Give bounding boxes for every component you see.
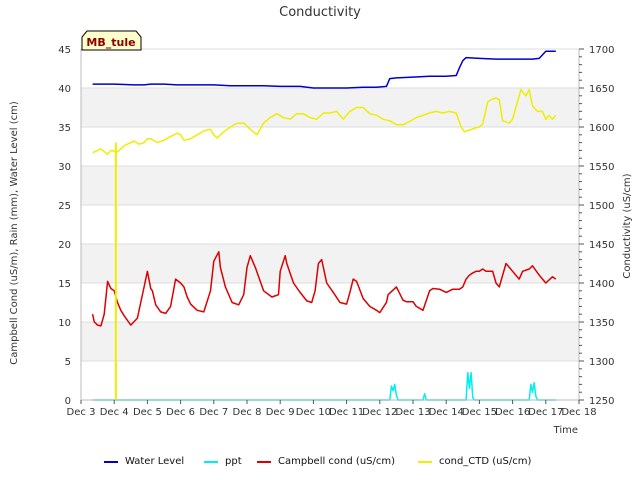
x-tick-label: Dec 5 [133, 407, 162, 418]
band [81, 166, 579, 205]
x-tick-label: Dec 16 [495, 407, 530, 418]
y-left-tick-label: 45 [58, 45, 71, 56]
y-left-tick-label: 35 [58, 123, 71, 134]
x-tick-label: Dec 11 [329, 407, 364, 418]
y-right-tick-label: 1250 [589, 396, 614, 407]
y-left-tick-label: 15 [58, 279, 71, 290]
y-right-tick-label: 1700 [589, 45, 614, 56]
y-left-tick-label: 0 [65, 396, 71, 407]
y-right-tick-label: 1550 [589, 162, 614, 173]
x-tick-label: Dec 13 [395, 407, 430, 418]
y-left-tick-label: 5 [65, 357, 71, 368]
series-line-campbell-cond-us-cm [91, 251, 557, 327]
legend-label: cond_CTD (uS/cm) [439, 456, 531, 467]
site-label-badge: MB_tule [81, 30, 142, 51]
y-axis-right-label: Conductivity (uS/cm) [622, 173, 633, 278]
x-tick-label: Dec 18 [561, 407, 596, 418]
legend: Water Level ppt Campbell cond (uS/cm) cond_… [104, 456, 531, 467]
axes [80, 49, 580, 401]
series-layer [91, 50, 557, 401]
x-tick-label: Dec 6 [166, 407, 195, 418]
x-axis-ticks: Dec 3 Dec 4 Dec 5 Dec 6 Dec 7 Dec 8 Dec 9 Dec 1… [67, 400, 597, 418]
y-right-tick-label: 1500 [589, 201, 614, 212]
x-tick-label: Dec 15 [462, 407, 497, 418]
legend-label: Campbell cond (uS/cm) [278, 456, 395, 467]
y-right-tick-label: 1650 [589, 84, 614, 95]
y-right-tick-label: 1350 [589, 318, 614, 329]
y-left-tick-label: 10 [58, 318, 71, 329]
series-line-ppt [92, 371, 556, 401]
left-axis-ticks: 0 5 10 15 20 25 30 35 40 45 [58, 45, 71, 407]
series-line-cond-ctd-us-cm [92, 88, 557, 156]
y-left-tick-label: 20 [58, 240, 71, 251]
chart-title: Conductivity [279, 5, 361, 20]
legend-label: Water Level [125, 456, 184, 467]
x-tick-label: Dec 9 [266, 407, 295, 418]
site-label: MB_tule [86, 36, 135, 49]
y-right-tick-label: 1300 [589, 357, 614, 368]
background-bands [81, 88, 579, 361]
x-tick-label: Dec 7 [199, 407, 228, 418]
y-right-tick-label: 1400 [589, 279, 614, 290]
x-tick-label: Dec 8 [233, 407, 262, 418]
band [81, 88, 579, 127]
x-tick-label: Dec 17 [528, 407, 563, 418]
x-tick-label: Dec 12 [362, 407, 397, 418]
y-left-tick-label: 30 [58, 162, 71, 173]
x-tick-label: Dec 3 [67, 407, 96, 418]
y-right-tick-label: 1600 [589, 123, 614, 134]
y-axis-left-label: Campbell Cond (uS/m), Rain (mm), Water L… [9, 101, 20, 365]
series-line-water-level [92, 50, 556, 89]
legend-label: ppt [225, 456, 242, 467]
right-axis-ticks: 1250 1300 1350 1400 1450 1500 1550 1600 1650 1700 [579, 45, 614, 407]
x-tick-label: Dec 4 [100, 407, 129, 418]
band [81, 244, 579, 283]
gridlines [81, 48, 579, 401]
y-right-tick-label: 1450 [589, 240, 614, 251]
y-left-tick-label: 40 [58, 84, 71, 95]
y-left-tick-label: 25 [58, 201, 71, 212]
x-tick-label: Dec 10 [296, 407, 331, 418]
x-axis-label: Time [553, 425, 578, 436]
band [81, 322, 579, 361]
x-tick-label: Dec 14 [429, 407, 464, 418]
